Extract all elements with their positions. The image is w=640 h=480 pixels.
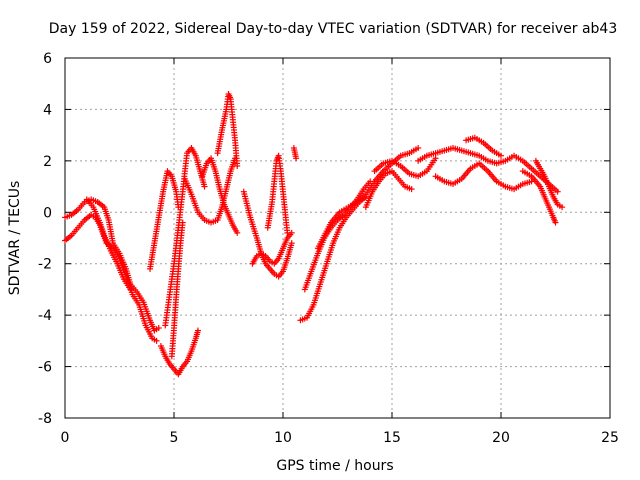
chart-title: Day 159 of 2022, Sidereal Day-to-day VTE…: [49, 21, 618, 37]
y-tick-label: 2: [43, 154, 52, 170]
data-point: [234, 229, 241, 236]
y-tick-label: -4: [38, 308, 52, 324]
data-point: [293, 155, 300, 162]
y-tick-label: -2: [38, 257, 52, 273]
grid: [65, 58, 610, 418]
y-tick-label: 0: [43, 205, 52, 221]
y-tick-label: -8: [38, 411, 52, 427]
x-tick-label: 0: [61, 430, 70, 446]
data-point: [554, 188, 561, 195]
ticks: 0 5 10 15 20 25 -8 -6 -4 -2 0 2 4 6: [38, 51, 619, 446]
data-point: [234, 163, 241, 169]
data-point: [552, 219, 559, 226]
data-point: [194, 327, 201, 334]
y-axis-label: SDTVAR / TECUs: [7, 181, 23, 296]
x-tick-label: 5: [170, 430, 179, 446]
data-point: [179, 219, 186, 226]
x-tick-label: 15: [383, 430, 401, 446]
data-point: [408, 186, 415, 193]
data-points: [62, 91, 566, 378]
y-tick-label: 6: [43, 51, 52, 67]
data-point: [175, 204, 182, 211]
data-point: [201, 183, 208, 190]
y-tick-label: 4: [43, 102, 52, 118]
data-point: [155, 325, 162, 331]
x-axis-label: GPS time / hours: [276, 458, 393, 474]
data-point: [498, 152, 504, 159]
data-point: [153, 337, 160, 344]
data-point: [559, 204, 566, 211]
data-point: [432, 155, 439, 162]
x-tick-label: 25: [601, 430, 619, 446]
data-point: [127, 286, 134, 293]
data-point: [415, 145, 422, 151]
x-tick-label: 20: [492, 430, 510, 446]
y-tick-label: -6: [38, 360, 52, 376]
data-point: [284, 229, 291, 236]
plot-frame: [64, 57, 611, 419]
x-tick-label: 10: [274, 430, 292, 446]
data-point: [288, 240, 295, 247]
